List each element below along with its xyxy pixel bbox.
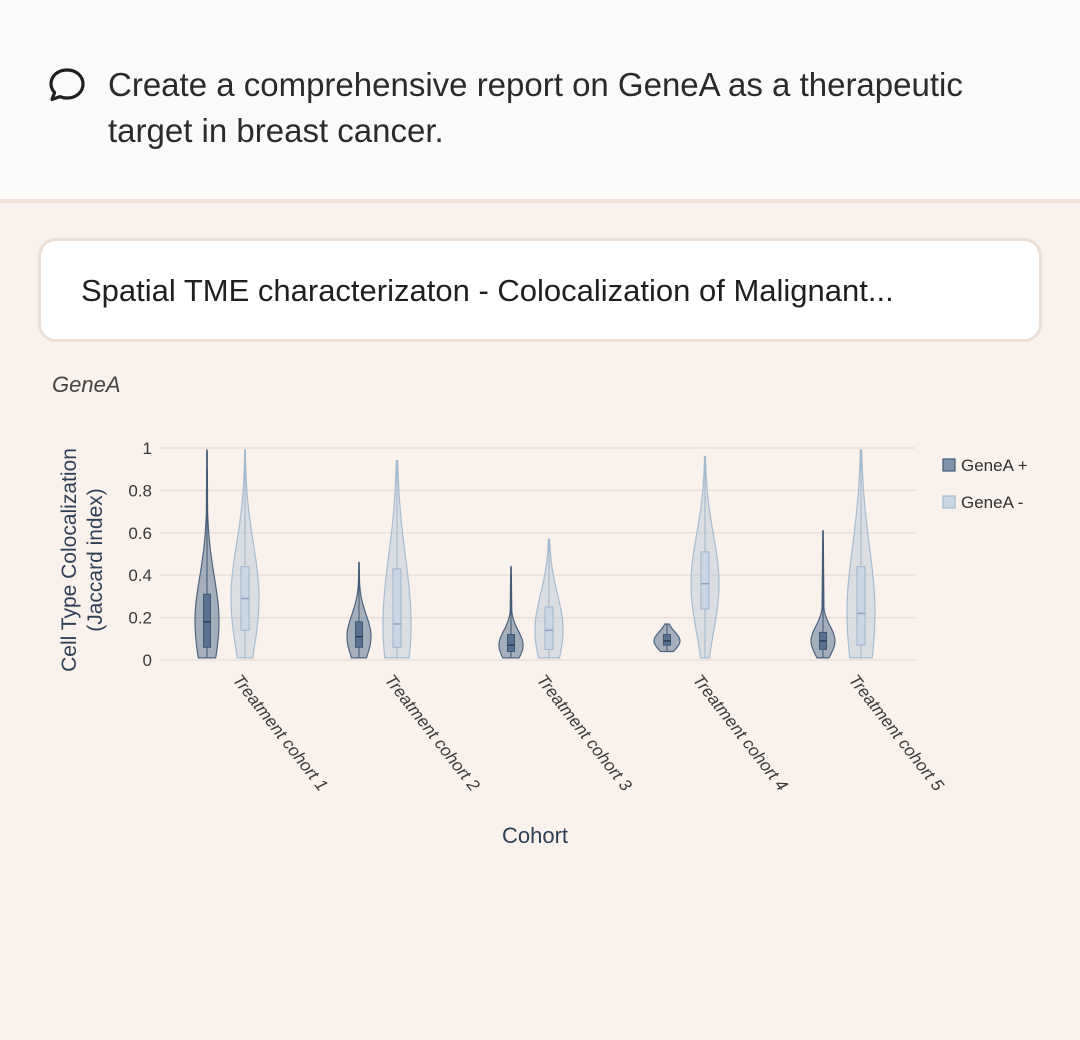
violin-genea-pos-cohort-2[interactable] (346, 561, 372, 659)
legend-item-genea-neg[interactable]: GeneA - (942, 493, 1023, 512)
x-tick-label: Treatment cohort 1 (229, 671, 332, 795)
violin-genea-pos-cohort-5[interactable] (810, 530, 836, 659)
y-tick-labels: 0 0.2 0.4 0.6 0.8 1 (128, 439, 152, 670)
legend[interactable]: GeneA + GeneA - (942, 456, 1028, 512)
violin-box (856, 566, 866, 646)
violin-box (203, 593, 211, 648)
legend-label: GeneA + (961, 456, 1028, 475)
y-tick-label: 1 (143, 439, 152, 458)
prompt-text: Create a comprehensive report on GeneA a… (108, 66, 963, 149)
violin-box (544, 606, 554, 650)
x-tick-label: Treatment cohort 5 (845, 671, 948, 795)
violin-genea-neg-cohort-5[interactable] (846, 449, 876, 659)
grid-lines (160, 447, 915, 661)
violin-genea-neg-cohort-1[interactable] (230, 449, 260, 659)
x-tick-label: Treatment cohort 3 (533, 671, 636, 795)
y-tick-label: 0.4 (128, 566, 152, 585)
legend-label: GeneA - (961, 493, 1023, 512)
violin-box (355, 621, 363, 648)
violin-genea-neg-cohort-4[interactable] (690, 455, 720, 659)
legend-item-genea-pos[interactable]: GeneA + (942, 456, 1028, 475)
chart-card-title: Spatial TME characterizaton - Colocaliza… (81, 273, 894, 308)
violin-box (663, 634, 671, 646)
violin-genea-pos-cohort-4[interactable] (653, 623, 681, 653)
violin-genea-pos-cohort-1[interactable] (194, 449, 220, 659)
speech-bubble-icon (49, 68, 85, 102)
y-tick-label: 0.6 (128, 524, 152, 543)
y-tick-label: 0 (143, 651, 152, 670)
violin-box (507, 634, 515, 653)
y-tick-label: 0.8 (128, 481, 152, 500)
prompt-bar: Create a comprehensive report on GeneA a… (0, 0, 1080, 203)
legend-swatch (942, 458, 956, 472)
violin-genea-neg-cohort-3[interactable] (534, 538, 564, 659)
y-axis-title-text: Cell Type Colocalization (Jaccard index) (58, 448, 107, 672)
violins (194, 449, 876, 659)
violin-box (700, 551, 710, 610)
violin-box (392, 568, 402, 648)
x-tick-label: Treatment cohort 2 (381, 671, 484, 795)
x-tick-label: Treatment cohort 4 (689, 671, 792, 795)
y-tick-label: 0.2 (128, 609, 152, 628)
legend-swatch (942, 495, 956, 509)
chart-title-card[interactable]: Spatial TME characterizaton - Colocaliza… (38, 238, 1042, 342)
violin-genea-pos-cohort-3[interactable] (498, 566, 524, 659)
violin-genea-neg-cohort-2[interactable] (382, 460, 412, 659)
y-axis-title: Cell Type Colocalization (Jaccard index) (58, 448, 107, 672)
chart-title: GeneA (52, 372, 121, 397)
x-axis-title: Cohort (502, 823, 568, 848)
x-tick-labels: Treatment cohort 1 Treatment cohort 2 Trea… (229, 671, 948, 795)
